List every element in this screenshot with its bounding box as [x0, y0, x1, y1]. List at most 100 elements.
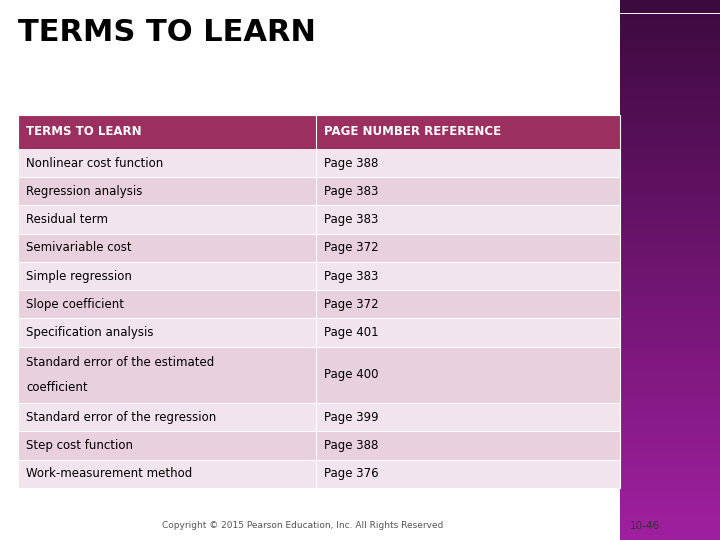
Text: Page 401: Page 401: [324, 326, 379, 339]
Bar: [620, 421, 720, 424]
Bar: [620, 24, 720, 27]
Bar: [620, 211, 720, 213]
Text: Slope coefficient: Slope coefficient: [26, 298, 124, 311]
Bar: [620, 135, 720, 138]
Bar: [620, 327, 720, 329]
Bar: [620, 378, 720, 381]
Bar: [620, 111, 720, 113]
Bar: [620, 140, 720, 143]
Bar: [620, 138, 720, 140]
Bar: [620, 316, 720, 319]
Bar: [620, 240, 720, 243]
Bar: [620, 513, 720, 516]
Bar: [620, 78, 720, 81]
Bar: [620, 40, 720, 43]
Bar: [620, 27, 720, 30]
Bar: [620, 267, 720, 270]
Bar: [620, 232, 720, 235]
Bar: [620, 273, 720, 275]
Bar: [620, 194, 720, 197]
Bar: [620, 116, 720, 119]
Bar: [620, 154, 720, 157]
Bar: [620, 230, 720, 232]
Bar: [620, 294, 720, 297]
Bar: [620, 364, 720, 367]
Bar: [620, 208, 720, 211]
Bar: [620, 437, 720, 440]
Bar: [620, 413, 720, 416]
Bar: [620, 524, 720, 526]
Bar: [18, 149, 620, 177]
Bar: [620, 416, 720, 418]
Bar: [620, 221, 720, 224]
Bar: [18, 319, 620, 347]
Bar: [620, 381, 720, 383]
Bar: [620, 308, 720, 310]
Bar: [620, 346, 720, 348]
Bar: [620, 5, 720, 8]
Bar: [620, 86, 720, 89]
Bar: [620, 127, 720, 130]
Bar: [620, 275, 720, 278]
Bar: [620, 43, 720, 46]
Bar: [620, 184, 720, 186]
Bar: [620, 251, 720, 254]
Bar: [620, 394, 720, 397]
Text: Copyright © 2015 Pearson Education, Inc. All Rights Reserved: Copyright © 2015 Pearson Education, Inc.…: [162, 522, 443, 530]
Bar: [620, 370, 720, 373]
Bar: [620, 397, 720, 400]
Bar: [620, 243, 720, 246]
Bar: [620, 400, 720, 402]
Bar: [620, 521, 720, 524]
Bar: [620, 354, 720, 356]
Bar: [620, 289, 720, 292]
Bar: [620, 367, 720, 370]
Text: Page 376: Page 376: [324, 468, 379, 481]
Bar: [620, 343, 720, 346]
Bar: [620, 0, 720, 3]
Bar: [620, 49, 720, 51]
Text: Page 372: Page 372: [324, 298, 379, 311]
Bar: [620, 162, 720, 165]
Text: PAGE NUMBER REFERENCE: PAGE NUMBER REFERENCE: [324, 125, 501, 138]
Text: Regression analysis: Regression analysis: [26, 185, 143, 198]
Bar: [620, 173, 720, 176]
Bar: [620, 181, 720, 184]
Bar: [620, 286, 720, 289]
Bar: [620, 338, 720, 340]
Bar: [620, 238, 720, 240]
Bar: [18, 115, 620, 149]
Bar: [620, 502, 720, 505]
Bar: [18, 460, 620, 488]
Bar: [18, 290, 620, 319]
Text: Nonlinear cost function: Nonlinear cost function: [26, 157, 163, 170]
Bar: [620, 68, 720, 70]
Bar: [620, 103, 720, 105]
Text: Page 383: Page 383: [324, 213, 379, 226]
Bar: [620, 219, 720, 221]
Text: Simple regression: Simple regression: [26, 269, 132, 282]
Bar: [620, 427, 720, 429]
Bar: [620, 22, 720, 24]
Bar: [620, 76, 720, 78]
Bar: [620, 329, 720, 332]
Bar: [620, 510, 720, 513]
Bar: [620, 508, 720, 510]
Bar: [620, 518, 720, 521]
Bar: [620, 246, 720, 248]
Text: Step cost function: Step cost function: [26, 439, 133, 452]
Bar: [620, 302, 720, 305]
Bar: [620, 84, 720, 86]
Bar: [620, 19, 720, 22]
Bar: [620, 235, 720, 238]
Bar: [620, 348, 720, 351]
Bar: [620, 213, 720, 216]
Bar: [620, 227, 720, 229]
Bar: [620, 467, 720, 470]
Bar: [620, 186, 720, 189]
Bar: [620, 113, 720, 116]
Bar: [620, 359, 720, 362]
Bar: [620, 500, 720, 502]
Bar: [620, 443, 720, 445]
Bar: [620, 148, 720, 151]
